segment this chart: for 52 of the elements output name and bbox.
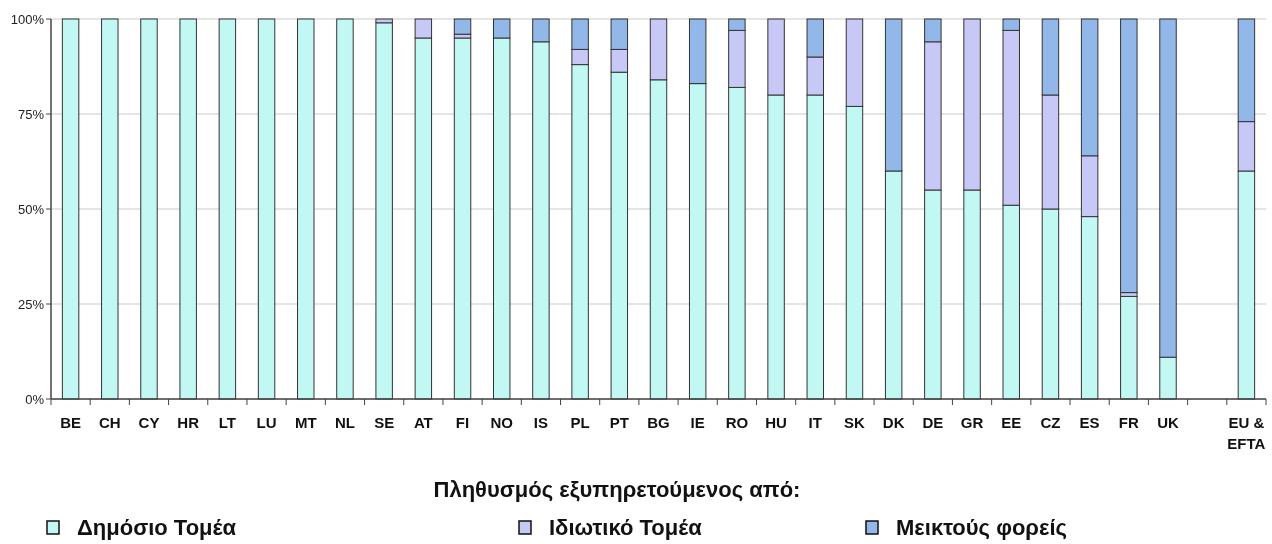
x-tick-label: FR	[1118, 414, 1139, 431]
x-tick-label: CZ	[1040, 414, 1061, 431]
x-tick-label: NL	[334, 414, 355, 431]
bar	[101, 18, 119, 400]
x-tick-label: PL	[570, 414, 590, 431]
x-tick-label: UK	[1157, 414, 1180, 431]
x-tick-label: AT	[413, 414, 433, 431]
bar	[1120, 295, 1138, 400]
x-tick-label: HU	[765, 414, 787, 431]
x-tick-label: FI	[455, 414, 470, 431]
x-tick-label: CH	[98, 414, 121, 431]
bar	[375, 22, 393, 400]
x-tick-label: GR	[960, 414, 984, 431]
x-tick-label: HR	[177, 414, 200, 431]
x-tick-label: EE	[1001, 414, 1022, 431]
bar	[336, 18, 354, 400]
x-tick-label: SE	[374, 414, 395, 431]
x-tick-label: DK	[882, 414, 905, 431]
bar	[61, 18, 80, 400]
bar	[218, 18, 237, 400]
x-tick-label: IT	[808, 414, 822, 431]
bar	[1120, 18, 1138, 294]
x-tick-label: EU & EFTA	[1227, 414, 1266, 452]
y-tick-label: 50%	[17, 201, 45, 217]
legend-label: Ιδιωτικό Τομέα	[549, 515, 703, 540]
legend-title: Πληθυσμός εξυπηρετούμενος από:	[433, 477, 801, 502]
legend-label: Μεικτούς φορείς	[896, 515, 1067, 540]
x-tick-label: DE	[922, 414, 944, 431]
x-tick-label: CY	[138, 414, 160, 431]
x-tick-label: BG	[647, 414, 670, 431]
x-tick-label: RO	[725, 414, 749, 431]
y-tick-label: 25%	[17, 296, 45, 312]
y-tick-label: 0%	[25, 391, 45, 407]
bar	[257, 18, 276, 400]
legend-label: Δημόσιο Τομέα	[77, 515, 237, 540]
y-tick-label: 75%	[17, 106, 45, 122]
bar	[297, 18, 315, 400]
y-tick-label: 100%	[10, 11, 45, 27]
x-tick-label: PT	[609, 414, 629, 431]
x-tick-label: IE	[690, 414, 705, 431]
x-tick-label: SK	[844, 414, 866, 431]
x-tick-label: BE	[60, 414, 82, 431]
x-tick-label: LU	[256, 414, 277, 431]
bar	[179, 18, 197, 400]
bar	[453, 18, 472, 35]
x-tick-label: ES	[1079, 414, 1100, 431]
x-tick-label: LT	[218, 414, 236, 431]
x-tick-label: NO	[490, 414, 514, 431]
bar	[140, 18, 158, 400]
x-tick-label: IS	[533, 414, 549, 431]
bar	[453, 37, 472, 400]
x-tick-label: MT	[294, 414, 317, 431]
